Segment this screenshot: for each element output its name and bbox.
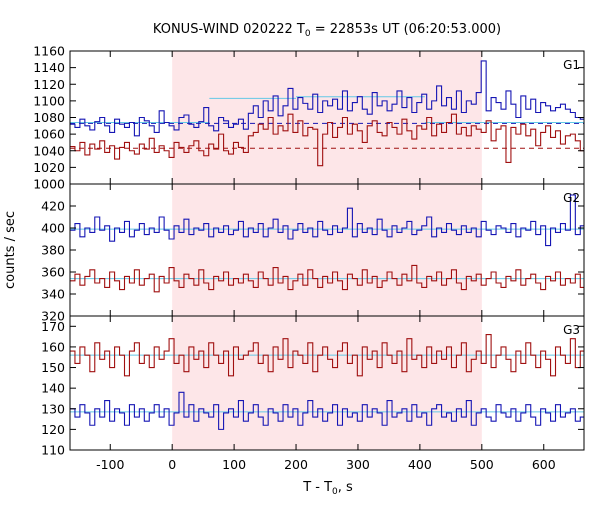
y-tick-label: 130 xyxy=(41,401,65,416)
x-tick-label: 500 xyxy=(470,457,494,472)
x-tick-label: -100 xyxy=(96,457,124,472)
y-tick-label: 150 xyxy=(41,360,65,375)
series-red-step xyxy=(70,334,584,377)
chart-title: KONUS-WIND 020222 T0 = 22853s UT (06:20:… xyxy=(153,22,501,39)
panel-frame xyxy=(69,315,585,451)
x-tick-label: 400 xyxy=(408,457,432,472)
y-tick-label: 1060 xyxy=(33,127,65,142)
highlight-interval xyxy=(172,184,482,316)
series-blue-step xyxy=(70,194,584,247)
y-tick-label: 1140 xyxy=(33,60,65,75)
y-tick-label: 1000 xyxy=(33,177,65,192)
x-tick-label: 0 xyxy=(168,457,176,472)
y-tick-label: 140 xyxy=(41,381,65,396)
x-tick-label: 600 xyxy=(532,457,556,472)
y-tick-label: 1020 xyxy=(33,160,65,175)
y-tick-label: 1120 xyxy=(33,77,65,92)
panel-label: G1 xyxy=(563,58,580,72)
y-tick-label: 160 xyxy=(41,339,65,354)
y-axis-label: counts / sec xyxy=(3,211,18,289)
series-blue-step xyxy=(70,391,584,430)
y-tick-label: 170 xyxy=(41,319,65,334)
panel-label: G3 xyxy=(563,323,580,337)
chart-title-subscript: 0 xyxy=(305,29,311,39)
x-tick-label: 200 xyxy=(284,457,308,472)
y-tick-label: 1100 xyxy=(33,93,65,108)
panel-g2: 320 340 360 380 400 420 G2 xyxy=(41,183,585,324)
y-tick-label: 1080 xyxy=(33,110,65,125)
y-tick-label: 340 xyxy=(41,287,65,302)
x-tick-label: 300 xyxy=(346,457,370,472)
y-tick-label: 1160 xyxy=(33,44,65,59)
x-axis-label: T - T0, s xyxy=(302,480,353,497)
y-tick-label: 420 xyxy=(41,199,65,214)
series-red-step xyxy=(70,264,584,293)
series-red-step xyxy=(70,113,584,167)
y-tick-label: 400 xyxy=(41,221,65,236)
series-blue-step xyxy=(70,60,584,137)
x-axis-label-main: T - T xyxy=(302,480,332,495)
y-tick-label: 110 xyxy=(41,443,65,458)
x-axis-label-subscript: 0 xyxy=(332,487,338,497)
panel-label: G2 xyxy=(563,191,580,205)
x-tick-label: 100 xyxy=(222,457,246,472)
chart-title-main: KONUS-WIND 020222 T xyxy=(153,22,305,37)
y-tick-label: 380 xyxy=(41,243,65,258)
y-tick-label: 1040 xyxy=(33,143,65,158)
y-tick-label: 320 xyxy=(41,309,65,324)
y-tick-label: 120 xyxy=(41,422,65,437)
y-tick-label: 360 xyxy=(41,265,65,280)
chart-title-suffix: = 22853s UT (06:20:53.000) xyxy=(311,22,501,37)
x-axis-label-suffix: , s xyxy=(338,480,353,495)
panel-g3: 110 120 130 140 150 160 170 G3 xyxy=(41,315,585,458)
